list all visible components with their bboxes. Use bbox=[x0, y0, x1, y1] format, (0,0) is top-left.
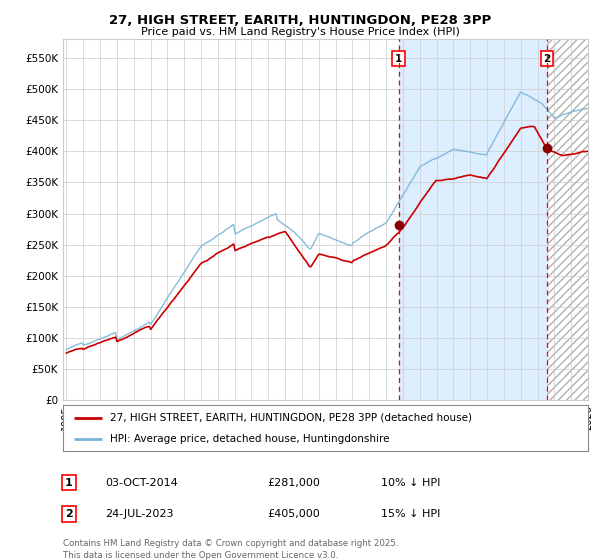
Text: 1: 1 bbox=[395, 54, 403, 64]
Text: £281,000: £281,000 bbox=[267, 478, 320, 488]
Bar bbox=[547, 39, 588, 400]
Text: HPI: Average price, detached house, Huntingdonshire: HPI: Average price, detached house, Hunt… bbox=[110, 435, 390, 444]
Text: £405,000: £405,000 bbox=[267, 509, 320, 519]
Text: 03-OCT-2014: 03-OCT-2014 bbox=[105, 478, 178, 488]
Text: 2: 2 bbox=[65, 509, 73, 519]
Text: 2: 2 bbox=[544, 54, 551, 64]
Bar bbox=[398, 39, 547, 400]
Text: 1: 1 bbox=[65, 478, 73, 488]
Text: 27, HIGH STREET, EARITH, HUNTINGDON, PE28 3PP (detached house): 27, HIGH STREET, EARITH, HUNTINGDON, PE2… bbox=[110, 413, 472, 423]
Text: 10% ↓ HPI: 10% ↓ HPI bbox=[381, 478, 440, 488]
Text: 24-JUL-2023: 24-JUL-2023 bbox=[105, 509, 173, 519]
Text: 15% ↓ HPI: 15% ↓ HPI bbox=[381, 509, 440, 519]
Text: Price paid vs. HM Land Registry's House Price Index (HPI): Price paid vs. HM Land Registry's House … bbox=[140, 27, 460, 37]
Text: 27, HIGH STREET, EARITH, HUNTINGDON, PE28 3PP: 27, HIGH STREET, EARITH, HUNTINGDON, PE2… bbox=[109, 14, 491, 27]
Text: Contains HM Land Registry data © Crown copyright and database right 2025.
This d: Contains HM Land Registry data © Crown c… bbox=[63, 539, 398, 560]
